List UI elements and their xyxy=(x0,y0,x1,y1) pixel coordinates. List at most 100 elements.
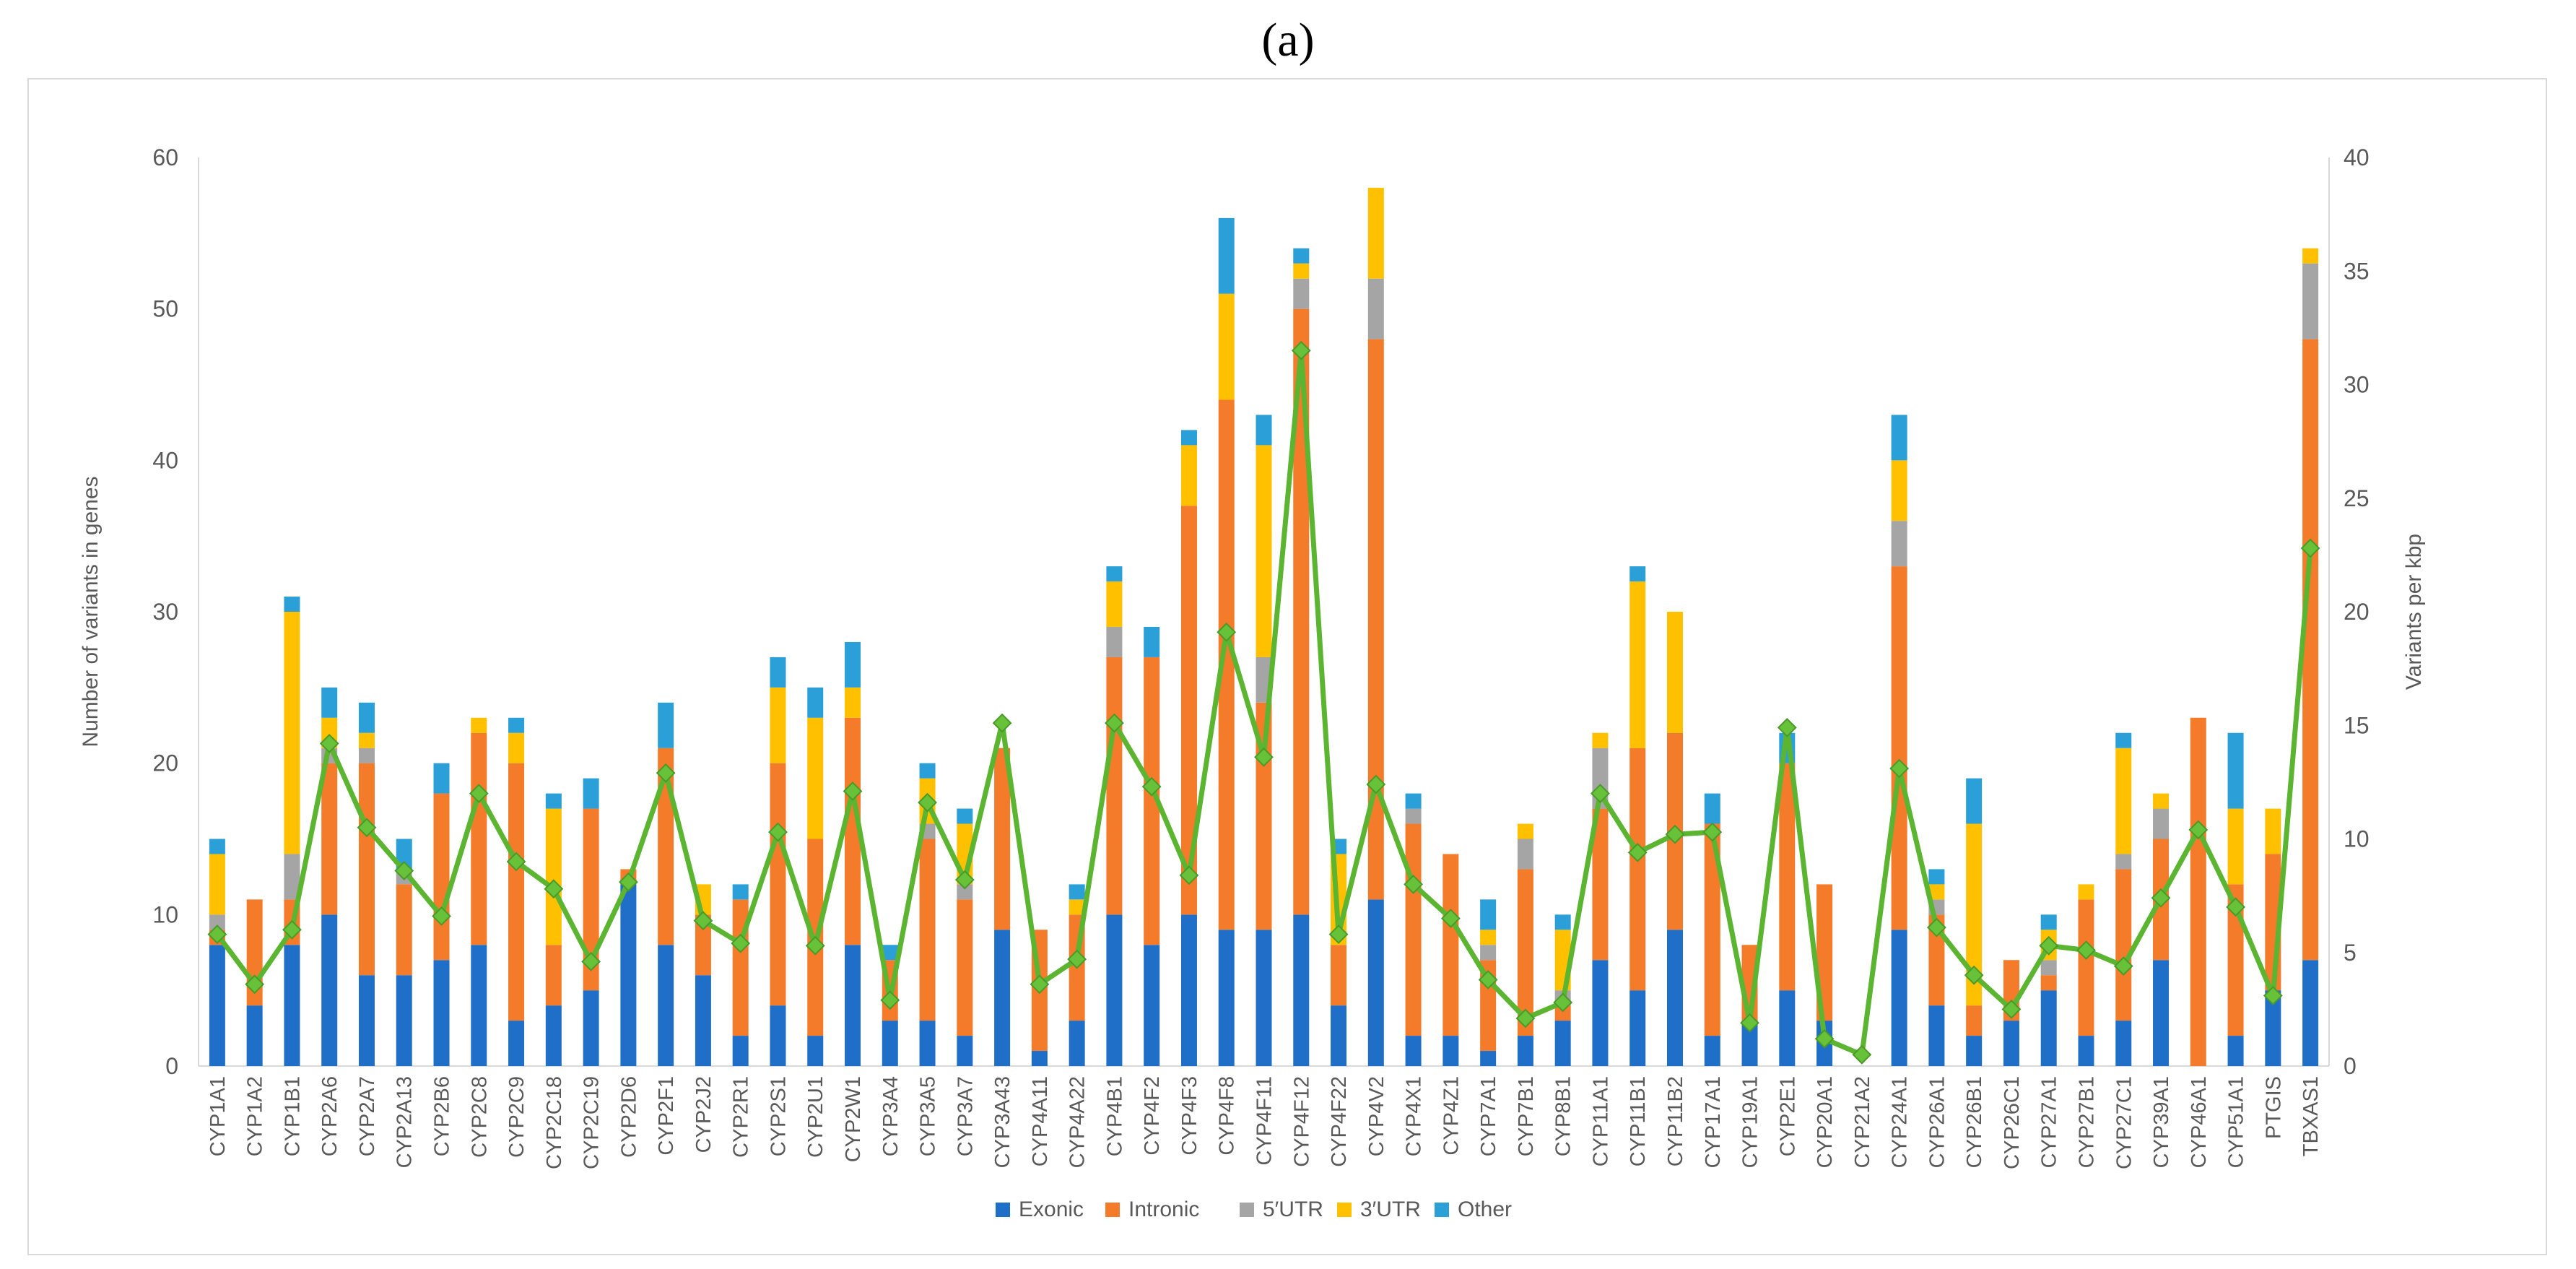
line-marker-cyp4z1 xyxy=(1440,909,1461,928)
bar-exonic-cyp1b1 xyxy=(284,945,300,1066)
x-tick-label: CYP4F22 xyxy=(1328,1076,1351,1167)
bar-5-utr-tbxas1 xyxy=(2302,263,2319,339)
x-tick-label: CYP7B1 xyxy=(1515,1076,1538,1156)
line-marker-cyp1a1 xyxy=(207,924,227,945)
line-marker-cyp27c1 xyxy=(2113,956,2133,976)
line-marker-cyp51a1 xyxy=(2226,897,2245,917)
line-marker-cyp2r1 xyxy=(731,933,751,953)
line-marker-cyp26c1 xyxy=(2001,999,2022,1019)
bar-3-utr-cyp51a1 xyxy=(2227,808,2244,885)
bar-3-utr-cyp2c8 xyxy=(471,717,487,733)
bar-other-cyp1a1 xyxy=(209,839,225,854)
bar-3-utr-cyp11b2 xyxy=(1666,612,1683,733)
bar-intronic-cyp3a5 xyxy=(919,839,936,1021)
bar-intronic-cyp3a7 xyxy=(957,899,973,1036)
bar-intronic-cyp2c9 xyxy=(508,763,525,1021)
bar-exonic-cyp4f8 xyxy=(1218,930,1235,1066)
bar-other-cyp3a7 xyxy=(957,808,973,824)
bar-other-cyp24a1 xyxy=(1891,415,1907,461)
x-tick-label: CYP2C18 xyxy=(543,1076,566,1169)
bar-exonic-tbxas1 xyxy=(2302,960,2319,1066)
bar-exonic-cyp2s1 xyxy=(770,1005,786,1066)
bar-other-cyp4a22 xyxy=(1069,884,1085,900)
bar-exonic-cyp27b1 xyxy=(2078,1036,2094,1066)
y-tick-label: 50 xyxy=(152,296,178,322)
bar-exonic-cyp17a1 xyxy=(1704,1036,1720,1066)
legend-label-exonic: Exonic xyxy=(1019,1197,1084,1221)
x-tick-label: CYP26B1 xyxy=(1963,1076,1986,1168)
y2-tick-label: 25 xyxy=(2344,485,2370,511)
line-marker-cyp26a1 xyxy=(1926,917,1946,937)
bar-exonic-cyp27a1 xyxy=(2040,990,2057,1066)
bar-5-utr-cyp39a1 xyxy=(2153,808,2170,839)
bar-exonic-cyp4z1 xyxy=(1443,1036,1459,1066)
line-marker-cyp4f12 xyxy=(1291,340,1311,360)
line-marker-cyp3a5 xyxy=(918,792,937,813)
bar-exonic-cyp19a1 xyxy=(1741,1021,1758,1066)
bar-3-utr-tbxas1 xyxy=(2302,248,2319,264)
x-tick-label: CYP4A22 xyxy=(1066,1076,1089,1168)
x-tick-label: CYP1B1 xyxy=(281,1076,304,1156)
bar-3-utr-cyp1b1 xyxy=(284,612,300,854)
bar-exonic-cyp2b6 xyxy=(433,960,450,1066)
line-marker-cyp2j2 xyxy=(693,911,713,931)
bar-other-cyp2a7 xyxy=(358,702,375,733)
line-marker-cyp4f11 xyxy=(1254,747,1274,767)
x-tick-label: CYP4X1 xyxy=(1403,1076,1426,1156)
bar-intronic-cyp2j2 xyxy=(695,914,711,976)
line-marker-cyp20a1 xyxy=(1814,1028,1835,1049)
bar-3-utr-cyp2u1 xyxy=(807,717,824,839)
line-marker-cyp2c8 xyxy=(469,784,489,804)
x-tick-label: CYP2S1 xyxy=(767,1076,790,1156)
line-marker-cyp2d6 xyxy=(618,872,638,892)
bar-5-utr-cyp27a1 xyxy=(2040,960,2057,976)
legend-swatch-3-utr xyxy=(1337,1203,1352,1217)
bar-exonic-cyp2a13 xyxy=(396,975,412,1066)
bar-intronic-cyp24a1 xyxy=(1891,566,1907,930)
bar-other-cyp2f1 xyxy=(658,702,674,748)
line-marker-cyp4a22 xyxy=(1067,949,1087,969)
bar-intronic-cyp4b1 xyxy=(1106,657,1123,915)
bar-5-utr-cyp4f12 xyxy=(1293,278,1310,309)
bar-3-utr-cyp26b1 xyxy=(1966,823,1983,1006)
bar-3-utr-cyp2w1 xyxy=(845,687,861,718)
bar-exonic-cyp3a7 xyxy=(957,1036,973,1066)
line-marker-cyp2c9 xyxy=(506,852,526,872)
bar-intronic-cyp46a1 xyxy=(2190,717,2206,1066)
right-tick-labels: 0 5 10 15 20 25 30 35 40 xyxy=(2344,144,2370,1079)
bar-exonic-cyp2r1 xyxy=(732,1036,749,1066)
x-tick-label: CYP4A11 xyxy=(1029,1076,1052,1166)
bar-intronic-cyp4f8 xyxy=(1218,399,1235,930)
x-tick-label: CYP2C9 xyxy=(505,1076,528,1158)
y2-tick-label: 5 xyxy=(2344,940,2357,966)
chart-frame: 0 10 20 30 40 50 60 0 5 10 15 20 25 30 35 40 CYP1A1 CYP… xyxy=(27,78,2547,1255)
line-marker-cyp2e1 xyxy=(1777,717,1797,737)
y-tick-label: 0 xyxy=(165,1053,178,1079)
x-tick-labels: CYP1A1 CYP1A2 CYP1B1 CYP2A6 CYP2A7 CYP2A13 CYP… xyxy=(206,1076,2323,1169)
x-tick-label: CYP4F8 xyxy=(1216,1076,1239,1156)
x-tick-label: CYP27A1 xyxy=(2038,1076,2061,1168)
legend-swatch-5-utr xyxy=(1240,1203,1254,1217)
bar-3-utr-cyp4f3 xyxy=(1180,445,1197,506)
x-tick-label: CYP3A4 xyxy=(879,1076,902,1156)
bar-other-cyp3a4 xyxy=(882,945,898,961)
bar-exonic-cyp3a43 xyxy=(994,930,1011,1066)
bar-exonic-cyp2c8 xyxy=(471,945,487,1066)
bar-other-cyp1b1 xyxy=(284,597,300,612)
bar-exonic-cyp2c19 xyxy=(583,990,599,1066)
y-tick-label: 40 xyxy=(152,447,178,473)
bar-intronic-cyp8b1 xyxy=(1554,1005,1571,1021)
bar-exonic-cyp4f2 xyxy=(1144,945,1160,1066)
legend-swatch-other xyxy=(1435,1203,1449,1217)
bar-intronic-cyp4x1 xyxy=(1405,823,1422,1036)
bar-intronic-cyp2s1 xyxy=(770,763,786,1006)
bar-other-cyp2u1 xyxy=(807,687,824,718)
x-tick-label: CYP4F3 xyxy=(1178,1076,1201,1156)
line-marker-cyp2a6 xyxy=(319,733,339,753)
bar-other-cyp17a1 xyxy=(1704,793,1720,824)
bar-other-cyp27a1 xyxy=(2040,914,2057,930)
bar-3-utr-cyp2s1 xyxy=(770,687,786,763)
x-tick-label: CYP2B6 xyxy=(431,1076,454,1156)
x-tick-label: CYP4V2 xyxy=(1365,1076,1388,1156)
line-marker-cyp2w1 xyxy=(843,781,863,801)
